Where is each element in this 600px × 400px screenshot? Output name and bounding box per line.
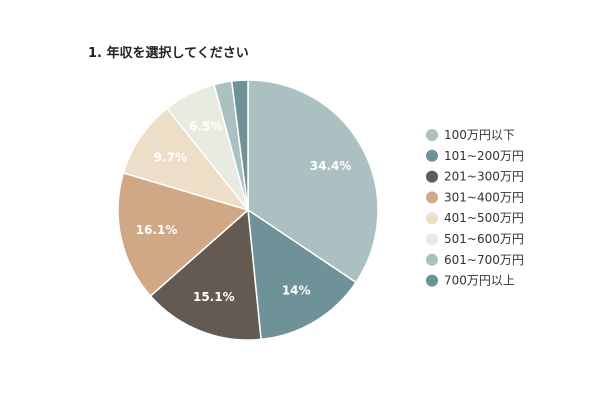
legend-item: 401~500万円 xyxy=(426,211,524,225)
slice-data-label: 34.4% xyxy=(310,159,352,173)
legend-label: 201~300万円 xyxy=(444,170,524,184)
pie-slice xyxy=(149,208,262,341)
legend-swatch xyxy=(426,149,438,162)
pie-slice xyxy=(247,79,379,284)
legend-label: 100万円以下 xyxy=(444,128,515,142)
slice-data-label: 15.1% xyxy=(193,290,235,304)
legend-swatch xyxy=(426,253,438,266)
legend-item: 601~700万円 xyxy=(426,253,524,267)
legend-item: 101~200万円 xyxy=(426,149,524,163)
legend-item: 501~600万円 xyxy=(426,232,524,246)
pie-slice xyxy=(122,107,251,212)
legend-label: 700万円以上 xyxy=(444,274,515,288)
legend-swatch xyxy=(426,212,438,225)
slice-data-label: 14% xyxy=(282,283,311,297)
legend-label: 601~700万円 xyxy=(444,253,524,267)
pie-slices xyxy=(117,79,379,341)
legend-label: 101~200万円 xyxy=(444,149,524,163)
chart-title: 1. 年収を選択してください xyxy=(88,46,249,61)
slice-data-label: 9.7% xyxy=(154,151,187,165)
legend-swatch xyxy=(426,233,438,245)
legend-swatch xyxy=(426,129,438,141)
legend-label: 301~400万円 xyxy=(444,190,524,204)
legend-item: 201~300万円 xyxy=(426,170,524,184)
legend-label: 401~500万円 xyxy=(444,211,524,225)
slice-data-label: 16.1% xyxy=(136,223,178,237)
legend-item: 700万円以上 xyxy=(426,274,515,288)
legend-item: 301~400万円 xyxy=(426,190,524,204)
legend-swatch xyxy=(426,170,438,183)
slice-labels: 34.4% 14% 15.1% 16.1% 9.7% 6.5% xyxy=(136,120,352,305)
slice-data-label: 6.5% xyxy=(189,120,222,134)
legend-swatch xyxy=(426,191,438,204)
pie-slice xyxy=(247,208,358,341)
legend: 100万円以下 101~200万円 201~300万円 301~400万円 401~50… xyxy=(426,128,524,288)
legend-item: 100万円以下 xyxy=(426,128,515,142)
pie-slice xyxy=(230,79,249,211)
legend-label: 501~600万円 xyxy=(444,232,524,246)
legend-swatch xyxy=(426,274,438,287)
pie-slice xyxy=(117,172,250,298)
